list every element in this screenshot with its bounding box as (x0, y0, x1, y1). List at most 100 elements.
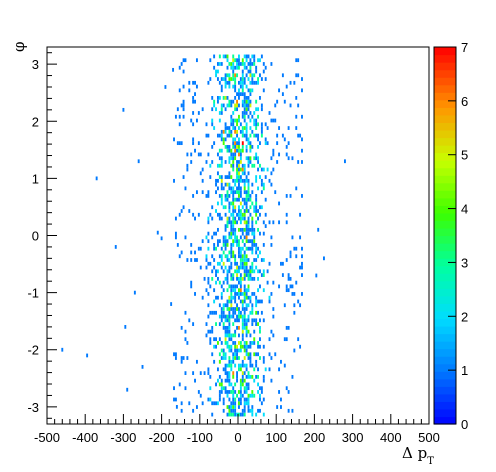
heatmap-cell (251, 412, 254, 417)
heatmap-cell (234, 356, 237, 360)
heatmap-cell (247, 227, 250, 232)
heatmap-cell (234, 412, 237, 417)
heatmap-cell (255, 322, 258, 326)
heatmap-cell (220, 88, 223, 93)
heatmap-cell (262, 182, 265, 187)
heatmap-cell (182, 58, 185, 63)
heatmap-cell (224, 276, 227, 281)
heatmap-cell (251, 220, 254, 225)
heatmap-cell (228, 250, 231, 255)
heatmap-cell (224, 77, 227, 81)
heatmap-cell (228, 235, 231, 240)
heatmap-cell (230, 292, 233, 296)
heatmap-cell (241, 325, 244, 330)
heatmap-cell (243, 96, 246, 100)
heatmap-cell (207, 314, 210, 319)
heatmap-cell (260, 129, 263, 134)
heatmap-cell (232, 393, 235, 398)
heatmap-cell (249, 310, 252, 315)
heatmap-cell (226, 307, 229, 311)
heatmap-cell (241, 227, 244, 232)
heatmap-cell (213, 401, 216, 406)
heatmap-cell (211, 145, 214, 149)
heatmap-cell (249, 408, 252, 413)
heatmap-cell (226, 216, 229, 221)
heatmap-cell (249, 118, 252, 123)
heatmap-cell (249, 239, 252, 244)
heatmap-cell (241, 374, 244, 379)
heatmap-cell (224, 73, 227, 78)
heatmap-cell (213, 231, 216, 236)
heatmap-cell (226, 190, 229, 195)
heatmap-cell (182, 205, 185, 210)
heatmap-cell (239, 186, 242, 191)
heatmap-cell (280, 397, 282, 402)
heatmap-cell (224, 363, 227, 368)
heatmap-cell (234, 84, 237, 89)
heatmap-cell (194, 292, 196, 296)
heatmap-cell (287, 276, 290, 281)
heatmap-cell (238, 348, 240, 353)
heatmap-cell (215, 69, 217, 74)
heatmap-cell (239, 386, 242, 391)
heatmap-cell (234, 126, 237, 130)
heatmap-cell (230, 405, 233, 409)
heatmap-cell (259, 284, 261, 289)
heatmap-cell (192, 322, 195, 326)
y-tick-label: -2 (27, 343, 39, 358)
heatmap-cell (257, 374, 260, 379)
heatmap-cell (216, 295, 219, 300)
heatmap-cell (259, 141, 261, 146)
heatmap-cell (236, 178, 238, 183)
heatmap-cell (234, 235, 237, 240)
heatmap-cell (194, 216, 196, 221)
heatmap-cell (207, 216, 210, 221)
color-scale-segment (434, 62, 456, 71)
heatmap-cell (243, 133, 246, 138)
heatmap-cell (209, 77, 212, 81)
heatmap-cell (230, 129, 233, 134)
heatmap-cell (247, 182, 250, 187)
heatmap-cell (255, 352, 258, 357)
heatmap-cell (228, 145, 231, 149)
heatmap-cell (230, 288, 233, 293)
heatmap-cell (232, 401, 235, 406)
heatmap-cell (257, 107, 260, 112)
heatmap-cell (236, 171, 238, 176)
heatmap-cell (249, 269, 252, 274)
heatmap-cell (174, 235, 177, 240)
heatmap-cell (247, 224, 250, 228)
heatmap-cell (228, 129, 231, 134)
heatmap-cell (245, 265, 248, 270)
heatmap-cell (241, 103, 244, 108)
heatmap-cell (249, 58, 252, 63)
heatmap-cell (207, 367, 210, 372)
heatmap-cell (253, 205, 256, 210)
heatmap-cell (236, 62, 238, 66)
heatmap-cell (301, 88, 303, 93)
z-tick-label: 3 (461, 255, 468, 270)
heatmap-cell (280, 261, 282, 266)
heatmap-cell (228, 171, 231, 176)
heatmap-cell (259, 269, 261, 274)
heatmap-cell (270, 118, 273, 123)
heatmap-cell (291, 374, 294, 379)
heatmap-cell (243, 182, 246, 187)
heatmap-cell (220, 356, 223, 360)
heatmap-cell (180, 141, 183, 146)
heatmap-cell (228, 325, 231, 330)
heatmap-cell (232, 307, 235, 311)
color-scale-segment (434, 341, 456, 350)
heatmap-cell (260, 103, 263, 108)
heatmap-cell (243, 212, 246, 217)
heatmap-cell (228, 99, 231, 104)
heatmap-cell (301, 160, 303, 164)
heatmap-cell (218, 156, 221, 161)
heatmap-cell (236, 412, 238, 417)
heatmap-cell (234, 190, 237, 195)
heatmap-cell (199, 371, 202, 375)
heatmap-cell (247, 77, 250, 81)
heatmap-cell (253, 209, 256, 213)
heatmap-cell (245, 54, 248, 59)
